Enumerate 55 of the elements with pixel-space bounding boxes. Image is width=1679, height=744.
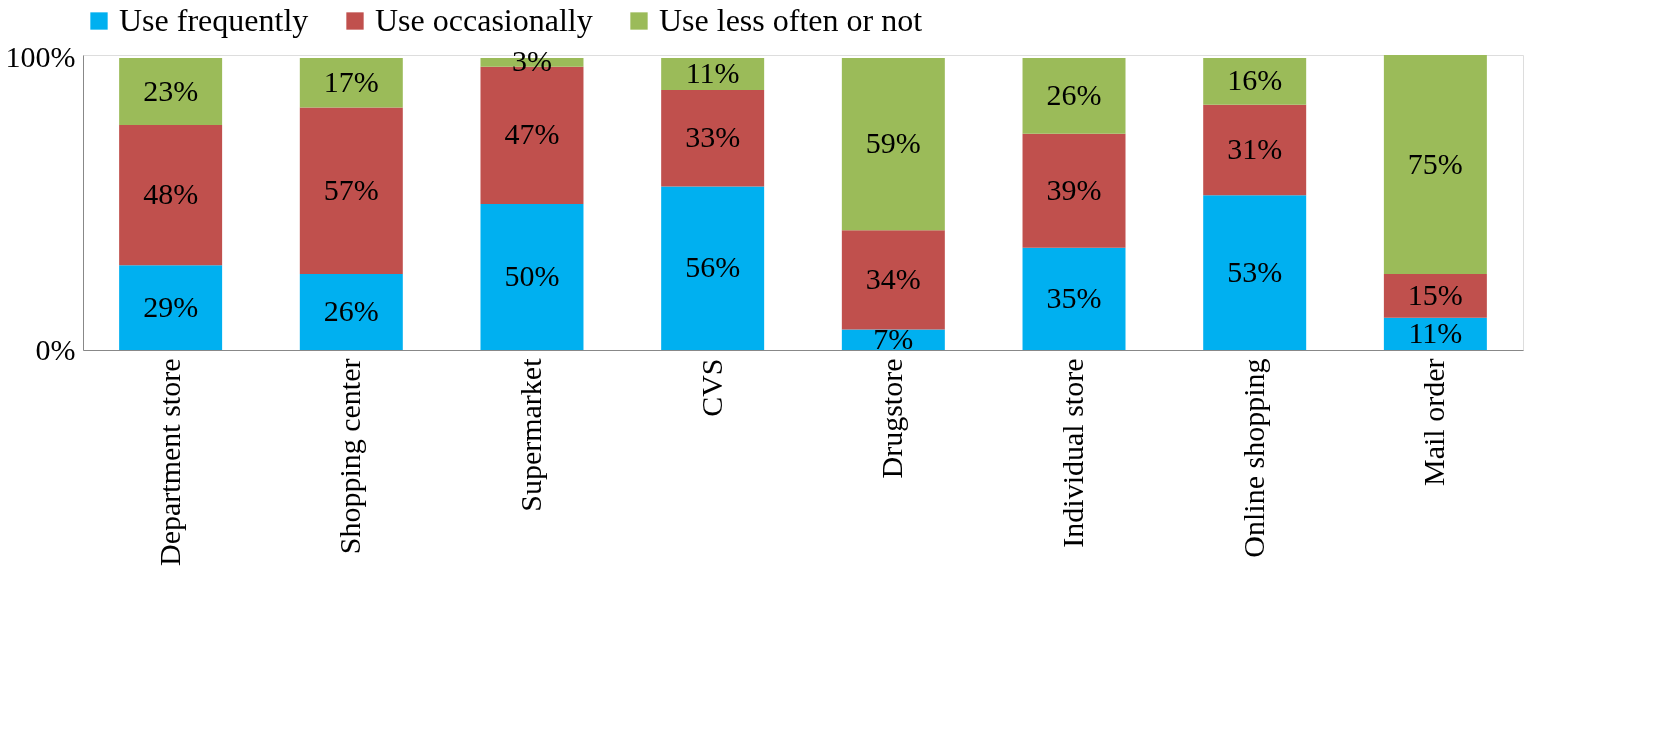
bar [480,203,584,350]
x-tick-label: Supermarket [513,357,547,512]
data-label: 26% [323,294,379,328]
bar [1203,104,1307,196]
data-label: 75% [1407,146,1463,180]
data-label: 33% [685,120,741,154]
bar [1203,195,1307,350]
x-tick-label: Department store [152,358,186,566]
legend-label: Use occasionally [375,2,593,38]
data-label: 57% [323,172,379,206]
data-label: 11% [1408,315,1463,349]
data-label: 59% [865,126,921,160]
data-label: 39% [1046,172,1102,206]
bar [841,57,945,231]
data-label: 56% [685,250,741,284]
bar [1203,57,1307,105]
data-label: 35% [1046,280,1102,314]
data-label: 26% [1046,77,1102,111]
data-label: 47% [504,117,560,151]
bar [1383,274,1487,318]
bar [841,230,945,330]
bar [119,57,223,126]
data-label: 53% [1227,254,1283,288]
bar [299,57,403,108]
legend-label: Use frequently [119,2,309,38]
bar [1022,133,1126,248]
bar [1022,247,1126,350]
data-label: 23% [143,73,199,107]
data-label: 34% [865,261,921,295]
bar [1383,55,1487,275]
x-tick-label: Shopping center [333,358,367,555]
data-label: 17% [323,64,379,98]
bar [1022,57,1126,134]
bar [299,107,403,275]
data-label: 29% [143,289,199,323]
bar [661,90,765,187]
x-tick-label: Online shopping [1236,358,1270,558]
bar [119,125,223,266]
data-label: 15% [1407,277,1463,311]
x-tick-label: Individual store [1056,358,1090,548]
x-tick-label: Mail order [1417,358,1451,486]
data-label: 48% [143,177,199,211]
bar [299,274,403,350]
data-label: 16% [1227,63,1283,97]
x-tick-label: CVS [694,358,728,417]
data-label: 7% [873,321,914,355]
x-tick-label: Drugstore [875,358,909,479]
bar [119,265,223,350]
data-label: 31% [1227,131,1283,165]
legend-label: Use less often or not [659,2,923,38]
data-label: 50% [504,258,560,292]
y-tick-label: 0% [35,332,76,366]
data-label: 11% [685,55,740,89]
bar [661,186,765,350]
y-tick-label: 100% [5,40,76,74]
